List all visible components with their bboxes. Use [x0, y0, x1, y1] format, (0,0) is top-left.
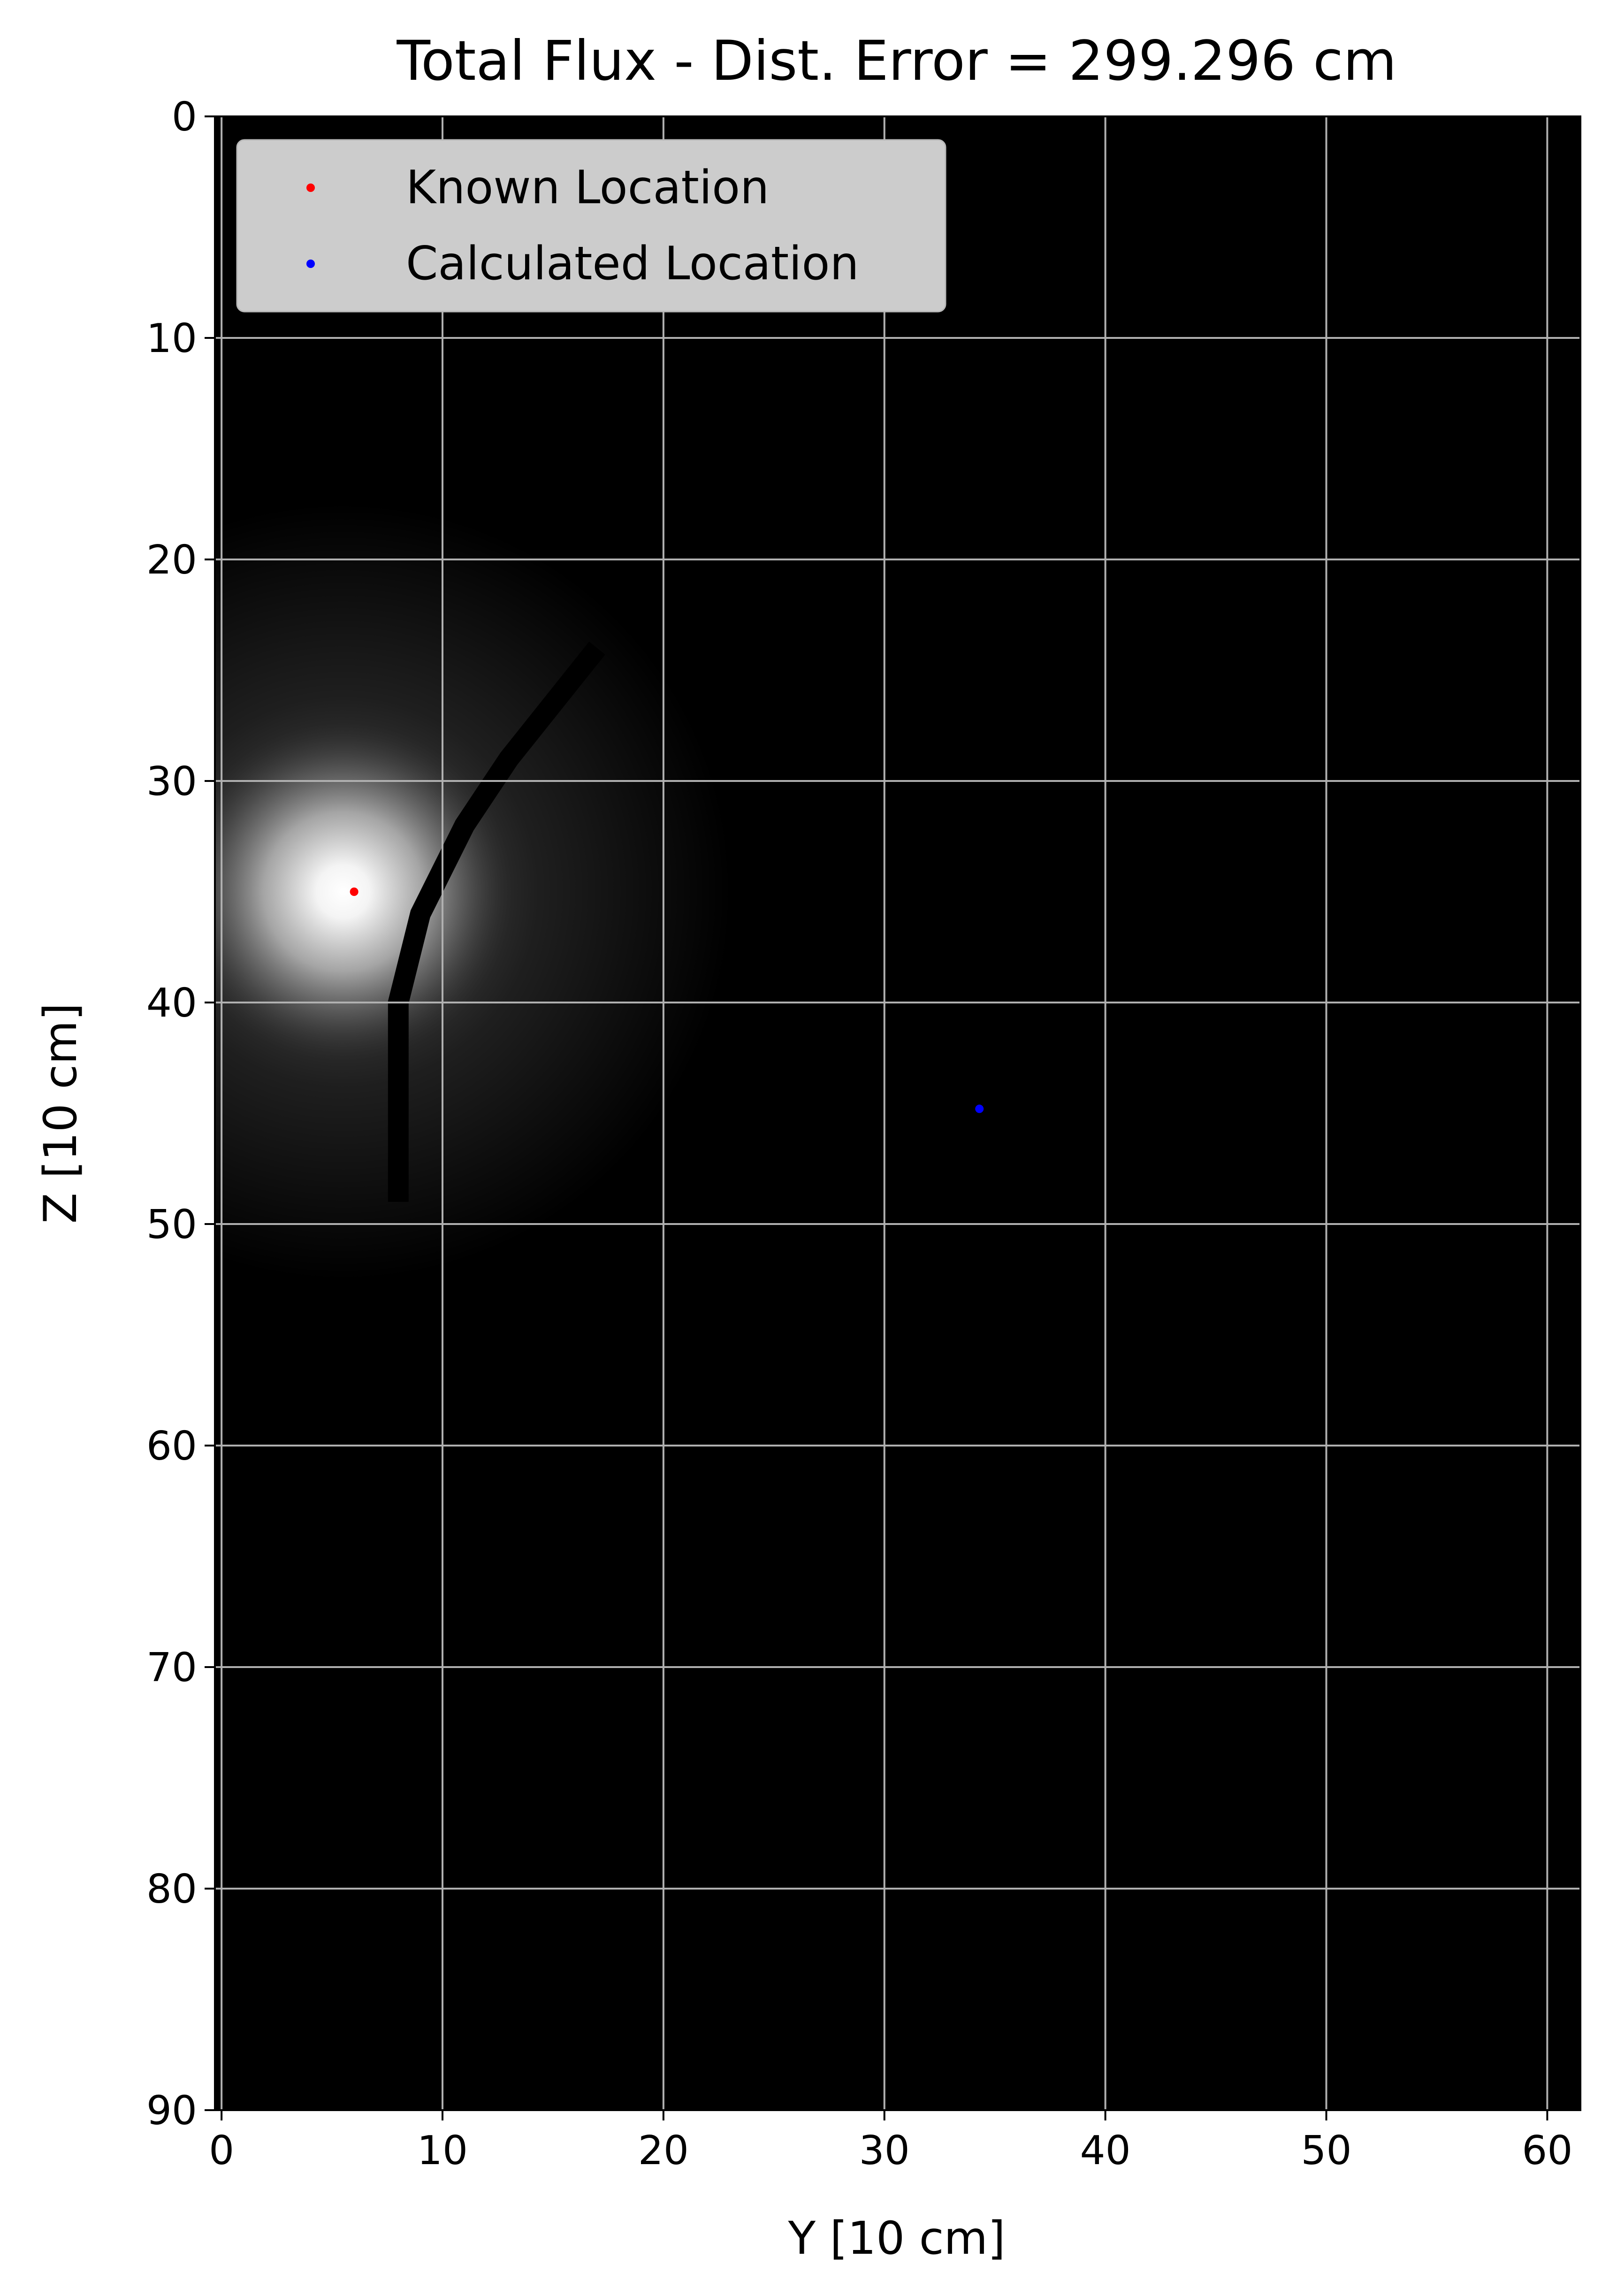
- legend: Known Location Calculated Location: [236, 139, 946, 313]
- points-layer: [350, 888, 984, 1113]
- calculated-location-point: [975, 1104, 984, 1113]
- y-axis-ticks: 0 10 20 30 40 50 60 70 80 90: [146, 94, 215, 2134]
- x-tick-label: 20: [638, 2128, 689, 2174]
- legend-box: [236, 139, 946, 313]
- x-axis-ticks: 0 10 20 30 40 50 60: [209, 2110, 1572, 2174]
- y-tick-label: 40: [146, 980, 197, 1026]
- legend-label-known: Known Location: [406, 161, 769, 214]
- x-axis-label: Y [10 cm]: [787, 2212, 1005, 2265]
- y-tick-label: 60: [146, 1423, 197, 1469]
- y-tick-label: 80: [146, 1866, 197, 1913]
- x-tick-label: 10: [417, 2128, 468, 2174]
- x-tick-label: 40: [1080, 2128, 1131, 2174]
- x-tick-label: 50: [1301, 2128, 1351, 2174]
- x-tick-label: 30: [859, 2128, 910, 2174]
- y-axis-label: Z [10 cm]: [34, 1003, 87, 1224]
- plot-area: [214, 115, 1581, 2111]
- heatmap-hotspot: [215, 503, 732, 1281]
- y-tick-label: 70: [146, 1645, 197, 1691]
- known-location-point: [350, 888, 358, 896]
- y-tick-label: 0: [172, 94, 197, 140]
- plot-frame: [214, 115, 1581, 2111]
- legend-label-calculated: Calculated Location: [406, 237, 859, 291]
- x-tick-label: 60: [1522, 2128, 1572, 2174]
- legend-marker-calculated: [306, 260, 315, 268]
- heatmap-glow-core: [215, 715, 520, 1069]
- y-tick-label: 90: [146, 2088, 197, 2134]
- legend-marker-known: [306, 184, 315, 192]
- grid: [215, 115, 1580, 2111]
- y-tick-label: 10: [146, 315, 197, 362]
- y-tick-label: 50: [146, 1202, 197, 1248]
- y-tick-label: 30: [146, 758, 197, 805]
- y-tick-label: 20: [146, 537, 197, 583]
- x-tick-label: 0: [209, 2128, 234, 2174]
- chart-title: Total Flux - Dist. Error = 299.296 cm: [397, 29, 1397, 93]
